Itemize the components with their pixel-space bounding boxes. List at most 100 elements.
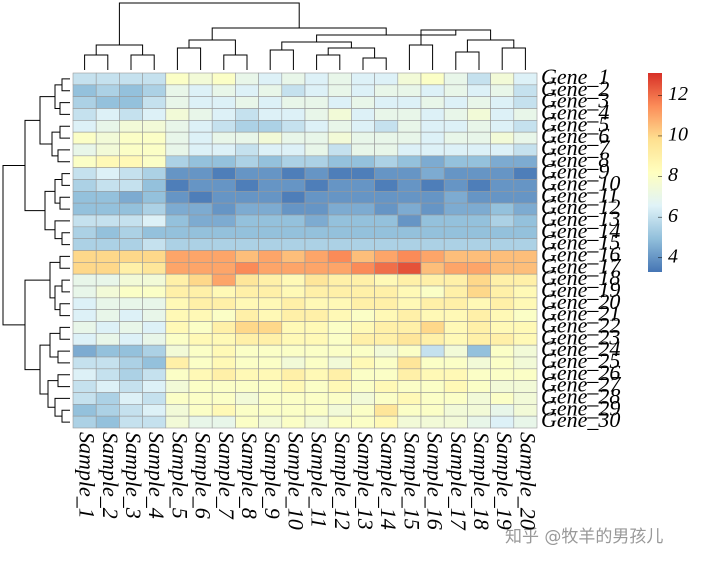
- row-label: Gene_15: [541, 230, 620, 255]
- cell: [490, 356, 515, 370]
- cell: [467, 96, 491, 109]
- cell: [443, 392, 468, 405]
- cell: [351, 167, 375, 180]
- cell: [95, 226, 120, 239]
- column-label: Sample_7: [214, 432, 239, 520]
- cell: [490, 226, 515, 239]
- cell: [142, 226, 167, 239]
- cell: [211, 214, 236, 228]
- cell: [95, 285, 120, 299]
- cell: [351, 297, 375, 310]
- cell: [188, 333, 213, 346]
- cell: [119, 285, 143, 299]
- colorbar-tick-label: 6: [668, 205, 678, 227]
- cell: [304, 108, 329, 121]
- cell: [119, 297, 143, 310]
- row-label: Gene_27: [541, 372, 621, 397]
- cell: [420, 72, 445, 86]
- cell: [351, 120, 375, 133]
- cell: [351, 155, 375, 168]
- cell: [188, 404, 213, 417]
- cell: [420, 131, 445, 145]
- row-label: Gene_8: [541, 147, 609, 172]
- cell: [258, 285, 283, 299]
- cell: [281, 214, 306, 228]
- cell: [188, 356, 213, 370]
- cell: [420, 108, 445, 121]
- cell: [351, 273, 375, 287]
- cell: [211, 333, 236, 346]
- cell: [258, 380, 283, 393]
- cell: [72, 392, 97, 405]
- cell: [467, 250, 491, 263]
- cell: [142, 404, 167, 417]
- cell: [351, 250, 375, 263]
- cell: [467, 392, 491, 405]
- cell: [420, 155, 445, 168]
- cell: [188, 380, 213, 393]
- cell: [72, 404, 97, 417]
- cell: [351, 108, 375, 121]
- cell: [513, 415, 538, 429]
- cell: [397, 96, 422, 109]
- column-label: Sample_5: [167, 432, 192, 519]
- cell: [72, 155, 97, 168]
- cell: [513, 179, 538, 192]
- cell: [95, 96, 120, 109]
- cell: [142, 368, 167, 381]
- cell: [327, 321, 352, 334]
- cell: [258, 143, 283, 157]
- cell: [374, 344, 399, 358]
- cell: [513, 392, 538, 405]
- cell: [211, 262, 236, 275]
- cell: [281, 238, 306, 251]
- cell: [235, 333, 259, 346]
- cell: [397, 238, 422, 251]
- cell: [258, 238, 283, 251]
- cell: [95, 344, 120, 358]
- cell: [374, 273, 399, 287]
- cell: [443, 167, 468, 180]
- cell: [420, 273, 445, 287]
- cell: [165, 72, 190, 86]
- cell: [327, 368, 352, 381]
- cell: [165, 179, 190, 192]
- cell: [513, 72, 538, 86]
- cell: [467, 238, 491, 251]
- cell: [490, 262, 515, 275]
- cell: [188, 155, 213, 168]
- cell: [420, 380, 445, 393]
- cell: [281, 108, 306, 121]
- cell: [281, 250, 306, 263]
- cell: [211, 404, 236, 417]
- cell: [281, 380, 306, 393]
- row-label: Gene_18: [541, 265, 620, 290]
- cell: [281, 226, 306, 239]
- row-label: Gene_14: [541, 218, 620, 243]
- cell: [72, 143, 97, 157]
- cell: [374, 309, 399, 322]
- cell: [119, 250, 143, 263]
- cell: [188, 96, 213, 109]
- cell: [467, 297, 491, 310]
- cell: [490, 214, 515, 228]
- cell: [235, 285, 259, 299]
- cell: [420, 226, 445, 239]
- cell: [142, 179, 167, 192]
- cell: [235, 262, 259, 275]
- cell: [490, 131, 515, 145]
- cell: [211, 250, 236, 263]
- cell: [443, 297, 468, 310]
- cell: [467, 344, 491, 358]
- cell: [467, 415, 491, 429]
- cell: [95, 131, 120, 145]
- cell: [142, 380, 167, 393]
- cell: [420, 179, 445, 192]
- cell: [95, 167, 120, 180]
- cell: [327, 250, 352, 263]
- cell: [420, 356, 445, 370]
- cell: [165, 226, 190, 239]
- cell: [397, 226, 422, 239]
- cell: [165, 167, 190, 180]
- cell: [513, 321, 538, 334]
